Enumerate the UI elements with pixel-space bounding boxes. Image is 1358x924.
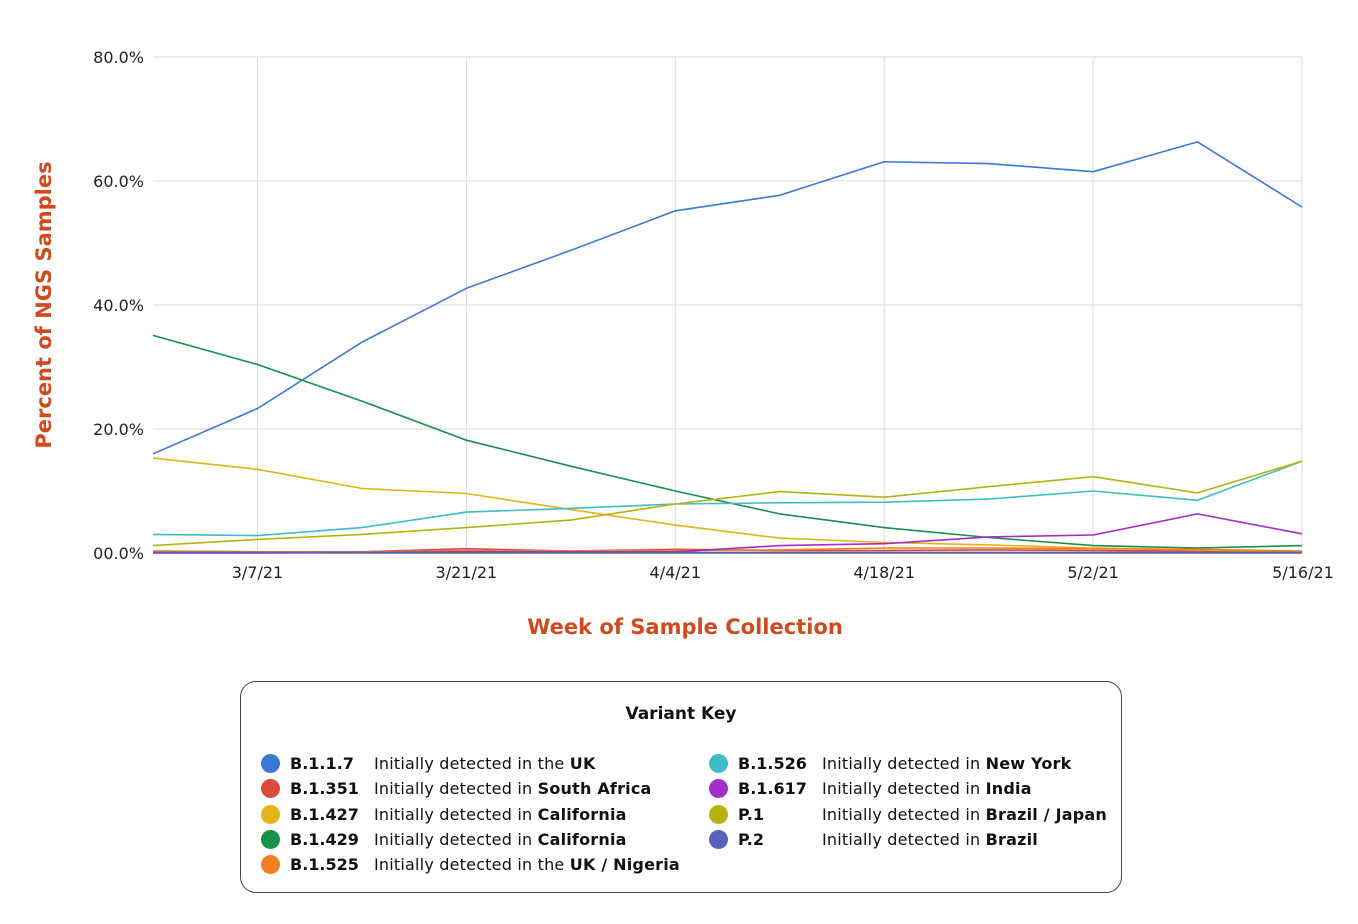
legend-variant-code: B.1.1.7 bbox=[290, 754, 354, 774]
legend-description: Initially detected in the UK / Nigeria bbox=[374, 855, 680, 874]
legend-column-left: B.1.1.7 Initially detected in the UK B.1.3… bbox=[261, 751, 680, 877]
series-line-b-1-427 bbox=[152, 457, 1303, 553]
legend-item: B.1.429 Initially detected in California bbox=[261, 827, 680, 852]
legend-location: UK / Nigeria bbox=[569, 855, 680, 875]
series-line-b-1-429 bbox=[152, 334, 1303, 549]
legend-description-text: Initially detected in bbox=[822, 830, 986, 850]
legend-location: Brazil / Japan bbox=[985, 804, 1107, 824]
y-tick-label: 60.0% bbox=[93, 172, 144, 191]
legend-item: B.1.526 Initially detected in New York bbox=[709, 751, 1107, 776]
legend-dot-icon bbox=[261, 855, 280, 875]
y-tick-label: 00.0% bbox=[93, 544, 144, 563]
x-tick-label: 3/21/21 bbox=[436, 563, 498, 582]
legend-description: Initially detected in Brazil bbox=[822, 830, 1038, 849]
legend-description: Initially detected in India bbox=[822, 779, 1032, 798]
y-axis-ticks: 00.0% 20.0% 40.0% 60.0% 80.0% bbox=[93, 48, 144, 563]
legend-description: Initially detected in the UK bbox=[374, 754, 596, 773]
y-tick-label: 80.0% bbox=[93, 48, 144, 67]
series-lines bbox=[152, 141, 1303, 554]
line-chart: 00.0% 20.0% 40.0% 60.0% 80.0% 3/7/21 3/21/21 4… bbox=[32, 48, 1334, 639]
legend-description-text: Initially detected in the bbox=[374, 754, 570, 774]
legend-dot-icon bbox=[261, 804, 280, 824]
series-line-b-1-526 bbox=[152, 460, 1303, 537]
x-tick-label: 4/4/21 bbox=[650, 563, 702, 582]
legend-variant-code: B.1.429 bbox=[290, 830, 359, 850]
legend-location: UK bbox=[569, 754, 596, 774]
legend-location: California bbox=[537, 804, 627, 824]
legend-description-text: Initially detected in bbox=[374, 779, 538, 799]
legend-item: P.2 Initially detected in Brazil bbox=[709, 827, 1107, 852]
legend-dot-icon bbox=[709, 830, 728, 850]
legend-description: Initially detected in California bbox=[374, 830, 627, 849]
x-axis-ticks: 3/7/21 3/21/21 4/4/21 4/18/21 5/2/21 5/16/21 bbox=[232, 563, 1334, 582]
legend-dot-icon bbox=[261, 779, 280, 799]
legend-description-text: Initially detected in the bbox=[374, 855, 570, 875]
legend-variant-code: B.1.617 bbox=[738, 779, 807, 799]
y-axis-title: Percent of NGS Samples bbox=[32, 161, 56, 448]
series-line-p-1 bbox=[152, 460, 1303, 547]
legend-location: Brazil bbox=[985, 830, 1038, 850]
legend-dot-icon bbox=[709, 779, 728, 799]
legend-location: California bbox=[537, 830, 627, 850]
legend-column-right: B.1.526 Initially detected in New York B.1… bbox=[709, 751, 1107, 852]
legend-variant-code: B.1.351 bbox=[290, 779, 359, 799]
y-tick-label: 20.0% bbox=[93, 420, 144, 439]
legend-location: New York bbox=[985, 754, 1072, 774]
legend-variant-code: P.2 bbox=[738, 830, 764, 850]
legend-item: B.1.617 Initially detected in India bbox=[709, 776, 1107, 801]
legend-variant-code: B.1.525 bbox=[290, 855, 359, 875]
grid bbox=[153, 56, 1303, 554]
legend-item: B.1.525 Initially detected in the UK / Ni… bbox=[261, 852, 680, 877]
legend-description-text: Initially detected in bbox=[822, 754, 986, 774]
legend-title: Variant Key bbox=[625, 704, 737, 724]
legend-dot-icon bbox=[709, 804, 728, 824]
x-axis-title: Week of Sample Collection bbox=[527, 615, 843, 639]
legend-item: P.1 Initially detected in Brazil / Japan bbox=[709, 802, 1107, 827]
y-tick-label: 40.0% bbox=[93, 296, 144, 315]
variant-key-legend: Variant Key B.1.1.7 Initially detected in… bbox=[240, 681, 1122, 893]
legend-location: India bbox=[985, 779, 1032, 799]
legend-variant-code: P.1 bbox=[738, 804, 764, 824]
legend-description: Initially detected in Brazil / Japan bbox=[822, 805, 1107, 824]
legend-item: B.1.1.7 Initially detected in the UK bbox=[261, 751, 680, 776]
legend-description-text: Initially detected in bbox=[374, 830, 538, 850]
legend-dot-icon bbox=[709, 754, 728, 774]
legend-description: Initially detected in New York bbox=[822, 754, 1071, 773]
legend-description: Initially detected in California bbox=[374, 805, 627, 824]
legend-item: B.1.351 Initially detected in South Afric… bbox=[261, 776, 680, 801]
legend-dot-icon bbox=[261, 754, 280, 774]
legend-description-text: Initially detected in bbox=[374, 804, 538, 824]
legend-location: South Africa bbox=[537, 779, 652, 799]
legend-dot-icon bbox=[261, 830, 280, 850]
x-tick-label: 5/16/21 bbox=[1272, 563, 1334, 582]
legend-description-text: Initially detected in bbox=[822, 779, 986, 799]
legend-item: B.1.427 Initially detected in California bbox=[261, 802, 680, 827]
legend-variant-code: B.1.427 bbox=[290, 804, 359, 824]
x-tick-label: 3/7/21 bbox=[232, 563, 284, 582]
x-tick-label: 4/18/21 bbox=[853, 563, 915, 582]
x-tick-label: 5/2/21 bbox=[1067, 563, 1119, 582]
series-line-b-1-1-7 bbox=[152, 141, 1303, 455]
legend-description-text: Initially detected in bbox=[822, 804, 986, 824]
legend-variant-code: B.1.526 bbox=[738, 754, 807, 774]
legend-description: Initially detected in South Africa bbox=[374, 779, 652, 798]
